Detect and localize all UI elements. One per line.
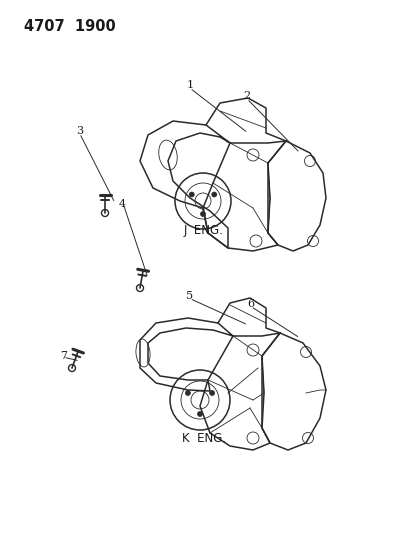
Circle shape: [185, 391, 191, 395]
Text: 5: 5: [186, 291, 193, 301]
Text: 7: 7: [60, 351, 67, 360]
Circle shape: [212, 192, 217, 197]
Text: K  ENG.: K ENG.: [182, 432, 226, 445]
Text: 2: 2: [243, 91, 251, 101]
Text: 4: 4: [119, 199, 126, 208]
Circle shape: [210, 391, 215, 395]
Circle shape: [102, 209, 109, 216]
Circle shape: [137, 285, 144, 292]
Circle shape: [69, 365, 75, 372]
Text: 6: 6: [247, 299, 255, 309]
Text: 4707  1900: 4707 1900: [24, 19, 116, 34]
Circle shape: [200, 212, 206, 216]
Text: 1: 1: [186, 80, 193, 90]
Text: 3: 3: [76, 126, 83, 135]
Circle shape: [197, 411, 202, 416]
Text: J  ENG.: J ENG.: [184, 224, 224, 237]
Circle shape: [189, 192, 194, 197]
